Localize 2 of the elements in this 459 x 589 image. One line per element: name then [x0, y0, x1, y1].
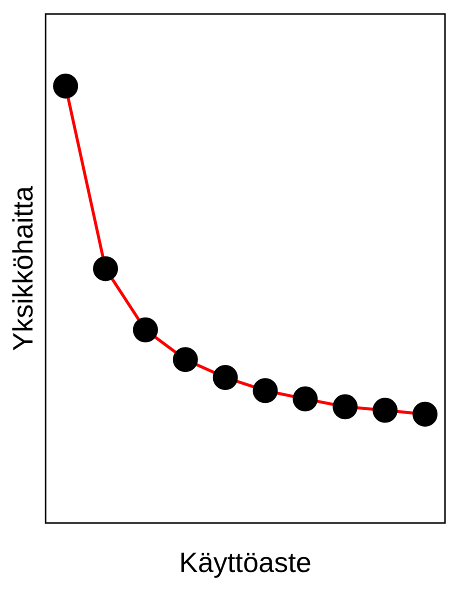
x-axis-title: Käyttöaste	[179, 546, 312, 578]
y-axis-title: Yksikköhaitta	[8, 186, 39, 351]
